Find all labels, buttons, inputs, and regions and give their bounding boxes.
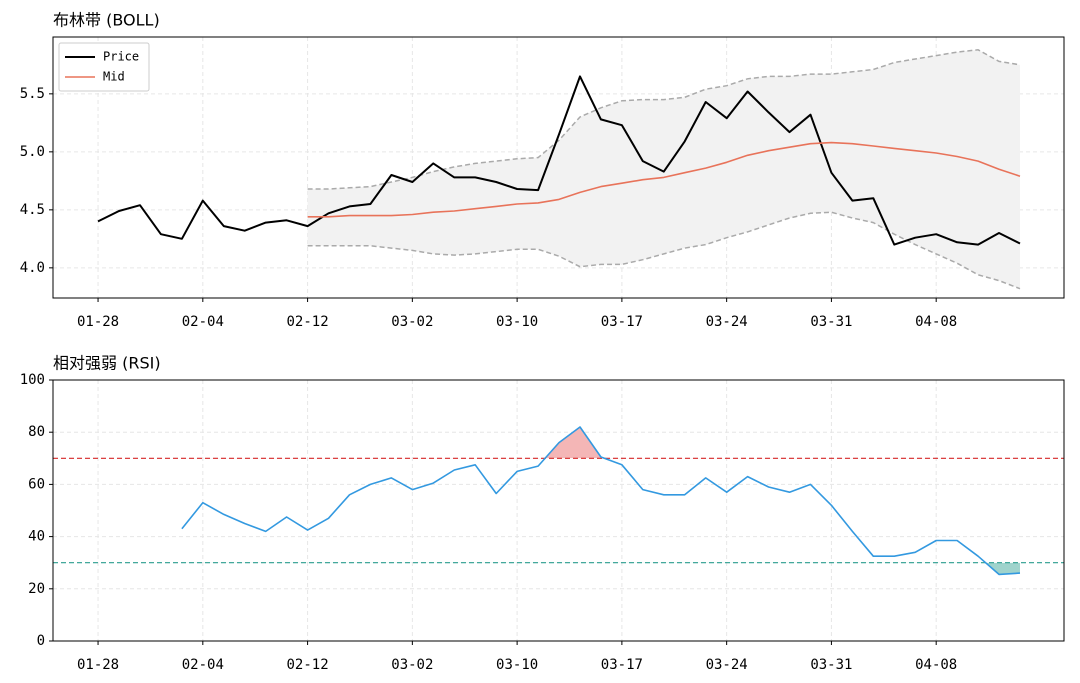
x-tick-label: 03-10 [496, 314, 538, 330]
x-tick-label: 01-28 [77, 314, 119, 330]
x-tick-label: 03-31 [810, 657, 852, 673]
series-line [181, 426, 1021, 576]
plot-area [53, 380, 1064, 641]
plot-area [53, 37, 1064, 298]
x-tick-label: 03-17 [601, 314, 643, 330]
x-tick-label: 01-28 [77, 657, 119, 673]
x-tick-label: 03-24 [706, 314, 748, 330]
x-tick-label: 02-04 [182, 657, 224, 673]
x-tick-label: 02-12 [287, 657, 329, 673]
y-tick-label: 0 [37, 633, 45, 649]
chart-title: 相对强弱 (RSI) [53, 354, 161, 373]
legend-label: Price [103, 50, 139, 64]
series-line [307, 141, 1021, 218]
band-lower [307, 211, 1021, 290]
y-tick-label: 5.5 [20, 86, 45, 102]
x-tick-label: 03-02 [391, 657, 433, 673]
plot-frame [52, 379, 1065, 642]
x-tick-label: 02-12 [287, 314, 329, 330]
x-tick-label: 04-08 [915, 657, 957, 673]
y-tick-label: 40 [28, 529, 45, 545]
x-tick-label: 03-17 [601, 657, 643, 673]
x-tick-label: 03-02 [391, 314, 433, 330]
legend-label: Mid [103, 70, 125, 84]
y-tick-label: 100 [20, 372, 45, 388]
x-tick-label: 04-08 [915, 314, 957, 330]
band-fill [307, 49, 1020, 289]
x-tick-label: 03-10 [496, 657, 538, 673]
y-tick-label: 60 [28, 476, 45, 492]
y-tick-label: 4.5 [20, 202, 45, 218]
x-tick-label: 03-31 [810, 314, 852, 330]
y-tick-label: 80 [28, 424, 45, 440]
plot-frame [52, 36, 1065, 299]
legend-box [58, 42, 150, 92]
y-tick-label: 4.0 [20, 260, 45, 276]
y-tick-label: 5.0 [20, 144, 45, 160]
y-tick-label: 20 [28, 581, 45, 597]
x-tick-label: 03-24 [706, 657, 748, 673]
band-upper [307, 49, 1021, 190]
series-line [97, 75, 1021, 246]
x-tick-label: 02-04 [182, 314, 224, 330]
chart-title: 布林带 (BOLL) [53, 11, 160, 30]
